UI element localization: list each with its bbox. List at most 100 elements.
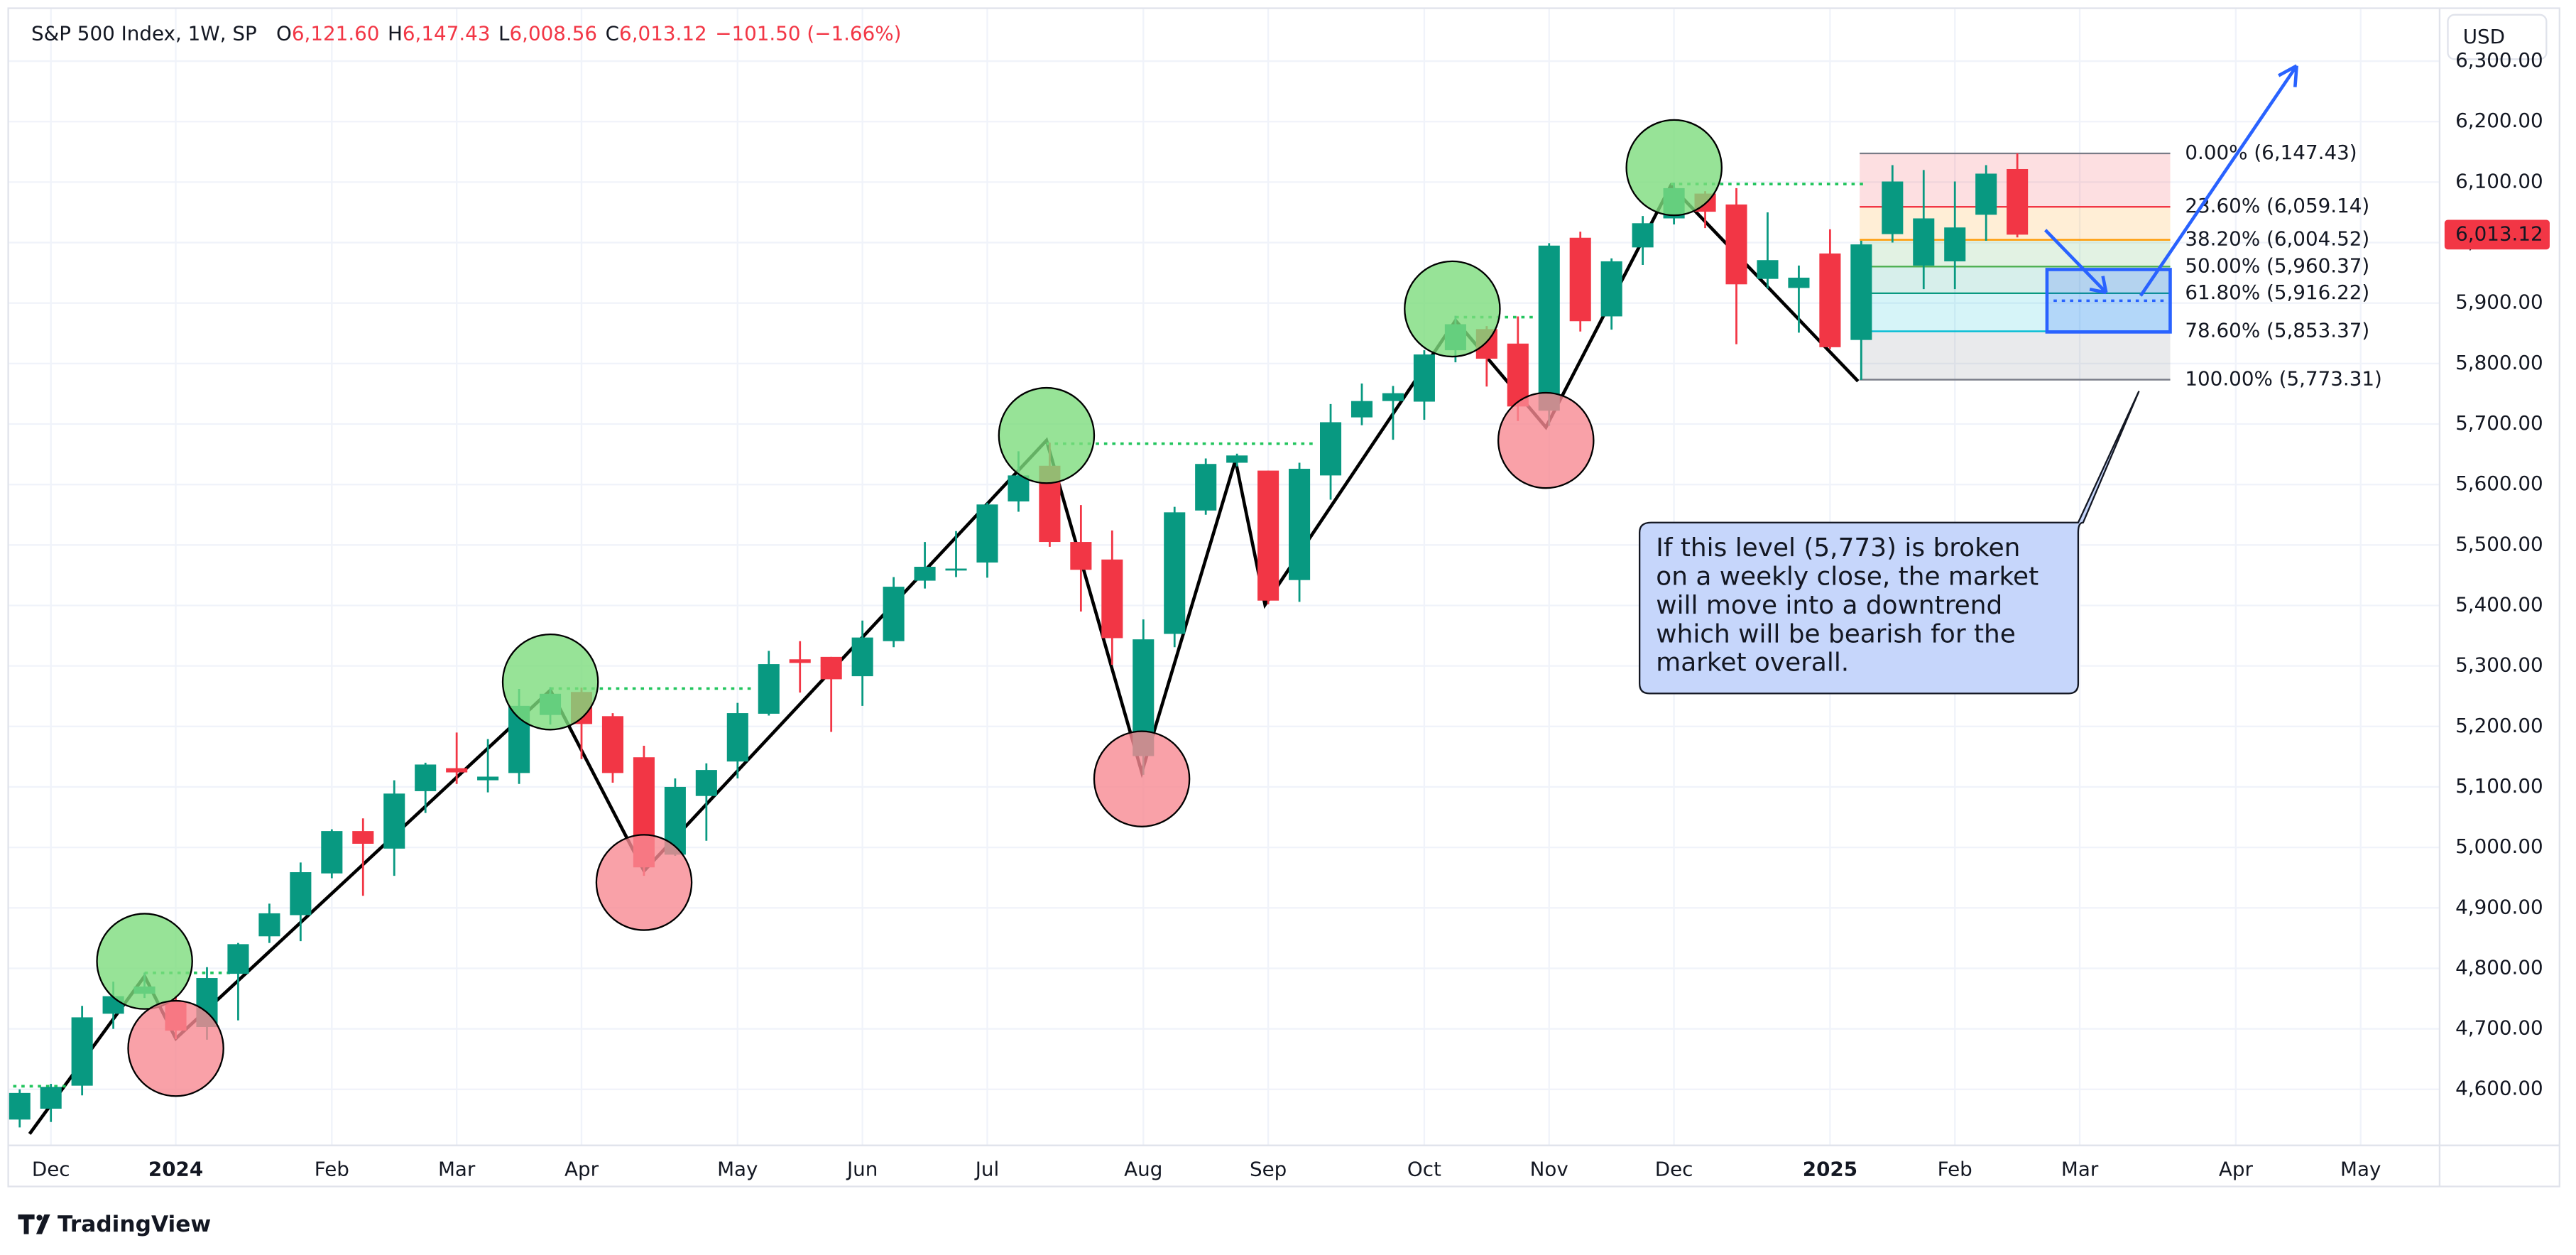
ohlc-value: 6,147.43 <box>403 22 491 45</box>
x-tick-label: Apr <box>564 1157 599 1180</box>
candle-body <box>1008 475 1030 502</box>
fib-label: 61.80% (5,916.22) <box>2185 281 2369 304</box>
fib-label: 78.60% (5,853.37) <box>2185 318 2369 342</box>
candle-body <box>2007 168 2029 235</box>
x-tick-label: Dec <box>32 1157 70 1180</box>
x-tick-label: Jul <box>974 1157 999 1180</box>
x-tick-label: Jun <box>846 1157 878 1180</box>
y-tick-label: 6,100.00 <box>2455 169 2543 192</box>
candle-body <box>1538 245 1560 411</box>
brand: TradingView <box>58 1212 211 1237</box>
x-tick-label: Feb <box>315 1157 349 1180</box>
x-tick-label: Mar <box>2061 1157 2099 1180</box>
candle-body <box>1819 253 1841 347</box>
candle-body <box>1319 422 1342 476</box>
ohlc-value: 6,121.60 <box>292 22 380 45</box>
callout-text: which will be bearish for the <box>1656 619 2016 648</box>
y-tick-label: 5,900.00 <box>2455 290 2543 314</box>
candle-body <box>9 1092 31 1120</box>
candle-body <box>258 913 280 937</box>
candle-body <box>383 793 405 849</box>
y-tick-label: 6,200.00 <box>2455 109 2543 132</box>
pivot-circle <box>595 834 693 931</box>
candle-body <box>758 664 780 714</box>
y-tick-label: 5,100.00 <box>2455 774 2543 798</box>
candle-body <box>601 716 624 773</box>
ohlc-value: 6,013.12 <box>619 22 707 45</box>
fib-label: 38.20% (6,004.52) <box>2185 227 2369 251</box>
y-tick-label: 5,700.00 <box>2455 411 2543 435</box>
x-tick-label: Sep <box>1250 1157 1287 1180</box>
arrow <box>2139 64 2298 297</box>
candle-body <box>1975 173 1997 215</box>
x-tick-label: May <box>2340 1157 2381 1180</box>
pivot-circle <box>1093 730 1191 827</box>
x-tick-label: Aug <box>1124 1157 1162 1180</box>
candle-body <box>40 1087 62 1109</box>
callout-text: will move into a downtrend <box>1656 591 2002 620</box>
x-tick-label: Feb <box>1938 1157 1972 1180</box>
currency-box[interactable] <box>2447 13 2548 60</box>
candle-body <box>1850 244 1872 340</box>
candle-body <box>1913 218 1935 266</box>
ohlc-value: 6,008.56 <box>510 22 598 45</box>
candle-body <box>1382 393 1404 401</box>
candle-body <box>914 566 936 581</box>
candle-body <box>1569 237 1591 322</box>
callout-text: market overall. <box>1656 648 1849 678</box>
pivot-circle <box>1404 260 1501 358</box>
ohlc-key: H <box>388 22 403 45</box>
y-tick-label: 5,200.00 <box>2455 714 2543 737</box>
fib-zone <box>1860 331 2171 380</box>
ohlc-key: O <box>276 22 292 45</box>
candle-body <box>1101 559 1123 639</box>
candle-body <box>1725 204 1747 285</box>
y-tick-label: 4,600.00 <box>2455 1077 2543 1100</box>
fib-label: 0.00% (6,147.43) <box>2185 141 2357 164</box>
candle-body <box>1070 542 1092 570</box>
candle-body <box>71 1017 93 1086</box>
candle-body <box>1195 464 1217 511</box>
pivot-circle <box>127 999 224 1097</box>
candle-body <box>695 770 717 796</box>
candle-body <box>1882 181 1904 234</box>
candle-body <box>446 768 468 773</box>
candle-body <box>1632 223 1654 248</box>
candle-body <box>290 872 312 916</box>
candle-body <box>883 587 905 641</box>
last-price-label: 6,013.12 <box>2455 222 2543 245</box>
fib-label: 100.00% (5,773.31) <box>2185 367 2382 391</box>
candle-body <box>321 831 343 874</box>
y-tick-label: 5,400.00 <box>2455 592 2543 616</box>
arrow <box>2043 229 2108 295</box>
y-tick-label: 5,000.00 <box>2455 835 2543 858</box>
pivot-circle <box>96 913 193 1010</box>
header: S&P 500 Index, 1W, SP O6,121.60 H6,147.43… <box>31 22 901 45</box>
y-tick-label: 5,300.00 <box>2455 653 2543 677</box>
candle-body <box>851 637 873 677</box>
target-box <box>2045 268 2172 334</box>
candle-body <box>726 713 748 762</box>
x-tick-label: Dec <box>1655 1157 1693 1180</box>
candle-body <box>415 764 437 791</box>
candle-body <box>820 656 842 680</box>
x-tick-label: Nov <box>1530 1157 1568 1180</box>
pivot-circle <box>501 633 599 731</box>
candle-body <box>1350 401 1373 418</box>
candle-body <box>1413 354 1435 402</box>
fib-label: 50.00% (5,960.37) <box>2185 254 2369 277</box>
x-tick-label: Mar <box>438 1157 476 1180</box>
candle-body <box>1788 277 1810 288</box>
callout-text: on a weekly close, the market <box>1656 562 2039 591</box>
fib-label: 23.60% (6,059.14) <box>2185 194 2369 217</box>
x-tick-label: Oct <box>1407 1157 1441 1180</box>
x-tick-label: May <box>717 1157 758 1180</box>
grid <box>8 8 2440 1146</box>
ohlc-key: C <box>606 22 619 45</box>
ohlc-change: −101.50 (−1.66%) <box>715 22 901 45</box>
x-tick-label: Apr <box>2219 1157 2254 1180</box>
